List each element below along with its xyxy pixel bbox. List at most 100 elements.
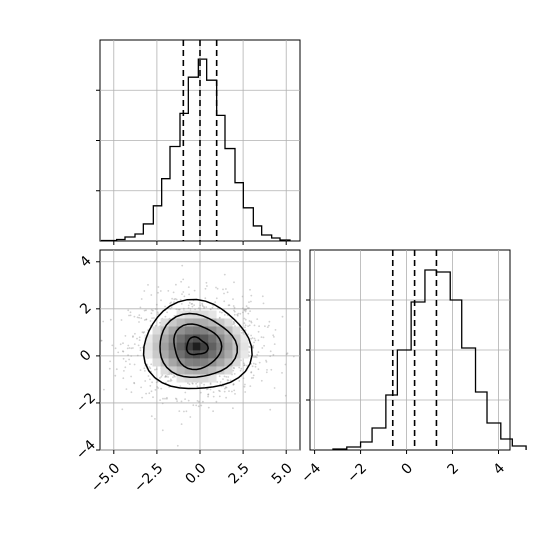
density-cell — [200, 366, 209, 375]
scatter-point — [243, 385, 246, 388]
density-cell — [200, 342, 209, 351]
scatter-point — [182, 278, 185, 281]
scatter-point — [212, 391, 215, 393]
x-tick-label: 2 — [445, 460, 463, 478]
scatter-point — [245, 308, 247, 311]
scatter-point — [181, 293, 183, 295]
scatter-point — [223, 273, 226, 276]
scatter-point — [175, 298, 178, 301]
histogram-panel-top — [96, 39, 301, 245]
scatter-point — [244, 326, 246, 329]
scatter-point — [236, 313, 239, 316]
scatter-point — [212, 395, 215, 398]
scatter-point — [233, 281, 235, 284]
scatter-point — [151, 381, 154, 384]
scatter-point — [164, 397, 166, 400]
x-tick-label: 0 — [399, 460, 417, 478]
scatter-point — [115, 368, 118, 371]
histogram-step — [101, 58, 291, 242]
scatter-point — [154, 324, 157, 327]
scatter-point — [130, 355, 133, 357]
scatter-point — [177, 308, 180, 311]
density-cell — [192, 318, 201, 327]
scatter-point — [250, 337, 253, 340]
scatter-point — [154, 418, 156, 420]
scatter-point — [226, 379, 229, 381]
scatter-point — [139, 349, 142, 352]
scatter-point — [209, 308, 212, 311]
scatter-point — [225, 288, 227, 290]
x-tick-label: −4 — [298, 460, 324, 486]
scatter-point — [164, 375, 167, 377]
density-cell — [216, 318, 225, 327]
scatter-point — [149, 320, 152, 322]
quantile-lines — [391, 250, 438, 450]
scatter-point — [156, 311, 159, 314]
x-tick-label: −2.5 — [131, 460, 166, 495]
scatter-point — [129, 311, 132, 314]
scatter-point — [242, 307, 244, 310]
scatter-point — [212, 410, 215, 413]
scatter-point — [157, 286, 160, 288]
scatter-point — [141, 331, 144, 334]
density-cell — [208, 310, 217, 319]
scatter-point — [299, 325, 301, 328]
x-tick-label: 4 — [490, 460, 508, 478]
scatter-point — [154, 308, 157, 310]
density-cell — [168, 342, 177, 351]
scatter-point — [133, 343, 136, 345]
scatter-point — [254, 365, 257, 368]
density-cell — [160, 342, 169, 351]
scatter-point — [225, 376, 228, 378]
scatter-point — [179, 298, 182, 301]
scatter-point — [207, 388, 209, 390]
scatter-point — [154, 389, 157, 391]
scatter-point — [195, 404, 198, 407]
scatter-point — [264, 325, 266, 328]
scatter-point — [143, 331, 146, 333]
density-cell — [216, 342, 225, 351]
scatter-point — [154, 368, 156, 371]
scatter-point — [252, 374, 255, 377]
scatter-point — [203, 383, 206, 386]
y-tick-label: 0 — [77, 347, 95, 365]
density-cell — [184, 310, 193, 319]
density-cell — [176, 350, 185, 359]
density-cell — [160, 326, 169, 335]
scatter-point — [171, 297, 174, 300]
density-cell — [144, 350, 153, 359]
scatter-point — [160, 299, 162, 302]
scatter-point — [138, 321, 140, 323]
density-cell — [232, 358, 241, 367]
scatter-point — [233, 309, 235, 312]
scatter-point — [201, 302, 204, 305]
scatter-point — [232, 383, 235, 385]
scatter-point — [174, 298, 177, 300]
scatter-point — [180, 423, 183, 425]
scatter-point — [263, 344, 265, 347]
scatter-point — [149, 378, 151, 381]
density-cell — [216, 334, 225, 343]
scatter-point — [167, 290, 170, 292]
scatter-point — [156, 380, 159, 383]
density-cell — [200, 350, 209, 359]
scatter-point — [173, 298, 176, 301]
scatter-point — [122, 350, 124, 353]
scatter-point — [178, 410, 181, 412]
density-cell — [160, 318, 169, 327]
scatter-point — [122, 357, 125, 360]
scatter-point — [150, 415, 153, 418]
density-cell — [184, 374, 193, 383]
scatter-point — [150, 390, 153, 393]
scatter-point — [122, 342, 124, 345]
scatter-point — [126, 347, 129, 350]
scatter-point — [141, 346, 144, 349]
scatter-point — [159, 321, 161, 324]
scatter-point — [248, 307, 250, 309]
density-cell — [240, 334, 249, 343]
scatter-point — [209, 388, 212, 391]
x-tick-labels: −5.0 −2.5 0.0 2.5 5.0 — [88, 460, 296, 495]
scatter-point — [121, 408, 124, 411]
scatter-point — [233, 389, 236, 392]
scatter-point — [240, 367, 243, 370]
